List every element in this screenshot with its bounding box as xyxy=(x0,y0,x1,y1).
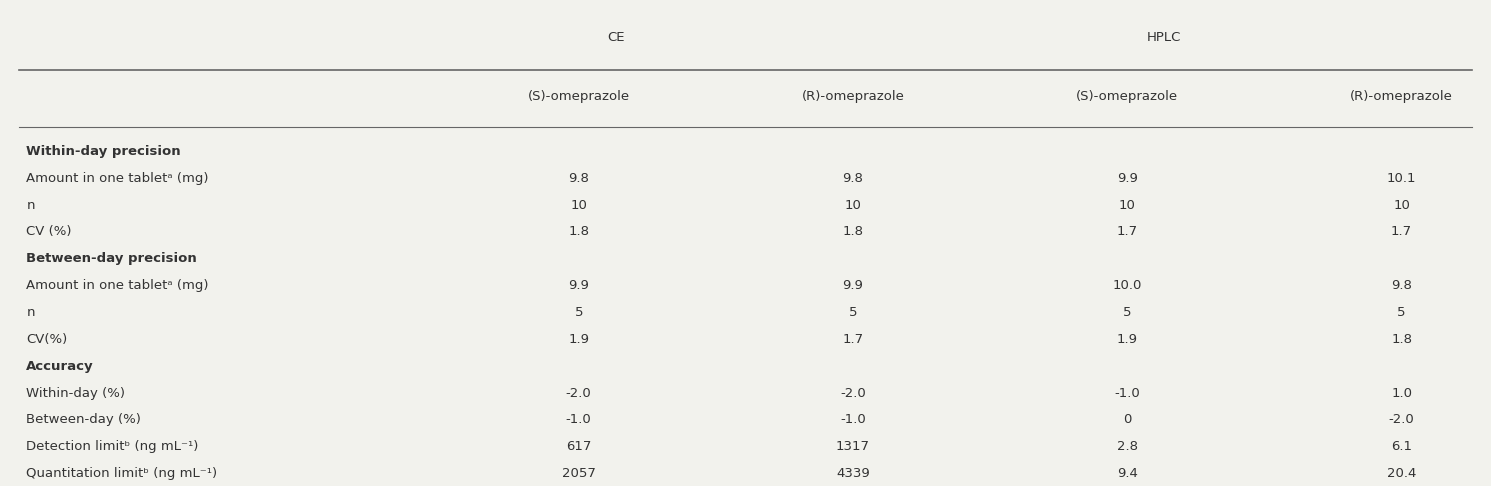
Text: 10: 10 xyxy=(570,198,587,211)
Text: Within-day precision: Within-day precision xyxy=(27,145,180,158)
Text: 0: 0 xyxy=(1123,414,1132,426)
Text: (R)-omeprazole: (R)-omeprazole xyxy=(802,89,905,103)
Text: 9.9: 9.9 xyxy=(568,279,589,292)
Text: 5: 5 xyxy=(848,306,857,319)
Text: 5: 5 xyxy=(1123,306,1132,319)
Text: 9.8: 9.8 xyxy=(1391,279,1412,292)
Text: Amount in one tabletᵃ (mg): Amount in one tabletᵃ (mg) xyxy=(27,279,209,292)
Text: 1.8: 1.8 xyxy=(1391,333,1412,346)
Text: CV(%): CV(%) xyxy=(27,333,67,346)
Text: Amount in one tabletᵃ (mg): Amount in one tabletᵃ (mg) xyxy=(27,172,209,185)
Text: Between-day precision: Between-day precision xyxy=(27,252,197,265)
Text: -2.0: -2.0 xyxy=(565,386,592,399)
Text: n: n xyxy=(27,198,34,211)
Text: HPLC: HPLC xyxy=(1147,31,1181,44)
Text: 5: 5 xyxy=(1397,306,1406,319)
Text: 10.1: 10.1 xyxy=(1387,172,1416,185)
Text: 10: 10 xyxy=(1118,198,1136,211)
Text: 10.0: 10.0 xyxy=(1112,279,1142,292)
Text: Accuracy: Accuracy xyxy=(27,360,94,373)
Text: 1.0: 1.0 xyxy=(1391,386,1412,399)
Text: 1.7: 1.7 xyxy=(1117,226,1138,239)
Text: -1.0: -1.0 xyxy=(1114,386,1141,399)
Text: 2057: 2057 xyxy=(562,467,595,480)
Text: 1317: 1317 xyxy=(836,440,869,453)
Text: 9.8: 9.8 xyxy=(842,172,863,185)
Text: 9.4: 9.4 xyxy=(1117,467,1138,480)
Text: -1.0: -1.0 xyxy=(565,414,592,426)
Text: 9.8: 9.8 xyxy=(568,172,589,185)
Text: 1.9: 1.9 xyxy=(568,333,589,346)
Text: -1.0: -1.0 xyxy=(839,414,866,426)
Text: n: n xyxy=(27,306,34,319)
Text: -2.0: -2.0 xyxy=(839,386,866,399)
Text: 10: 10 xyxy=(844,198,862,211)
Text: 617: 617 xyxy=(567,440,592,453)
Text: 4339: 4339 xyxy=(836,467,869,480)
Text: Quantitation limitᵇ (ng mL⁻¹): Quantitation limitᵇ (ng mL⁻¹) xyxy=(27,467,218,480)
Text: 1.8: 1.8 xyxy=(842,226,863,239)
Text: 10: 10 xyxy=(1393,198,1410,211)
Text: CV (%): CV (%) xyxy=(27,226,72,239)
Text: (S)-omeprazole: (S)-omeprazole xyxy=(1077,89,1178,103)
Text: CE: CE xyxy=(607,31,625,44)
Text: Within-day (%): Within-day (%) xyxy=(27,386,125,399)
Text: 9.9: 9.9 xyxy=(1117,172,1138,185)
Text: 1.9: 1.9 xyxy=(1117,333,1138,346)
Text: 1.8: 1.8 xyxy=(568,226,589,239)
Text: 2.8: 2.8 xyxy=(1117,440,1138,453)
Text: 1.7: 1.7 xyxy=(842,333,863,346)
Text: -2.0: -2.0 xyxy=(1388,414,1415,426)
Text: 1.7: 1.7 xyxy=(1391,226,1412,239)
Text: Between-day (%): Between-day (%) xyxy=(27,414,142,426)
Text: 6.1: 6.1 xyxy=(1391,440,1412,453)
Text: 5: 5 xyxy=(574,306,583,319)
Text: (S)-omeprazole: (S)-omeprazole xyxy=(528,89,629,103)
Text: Detection limitᵇ (ng mL⁻¹): Detection limitᵇ (ng mL⁻¹) xyxy=(27,440,198,453)
Text: 20.4: 20.4 xyxy=(1387,467,1416,480)
Text: (R)-omeprazole: (R)-omeprazole xyxy=(1351,89,1454,103)
Text: 9.9: 9.9 xyxy=(842,279,863,292)
